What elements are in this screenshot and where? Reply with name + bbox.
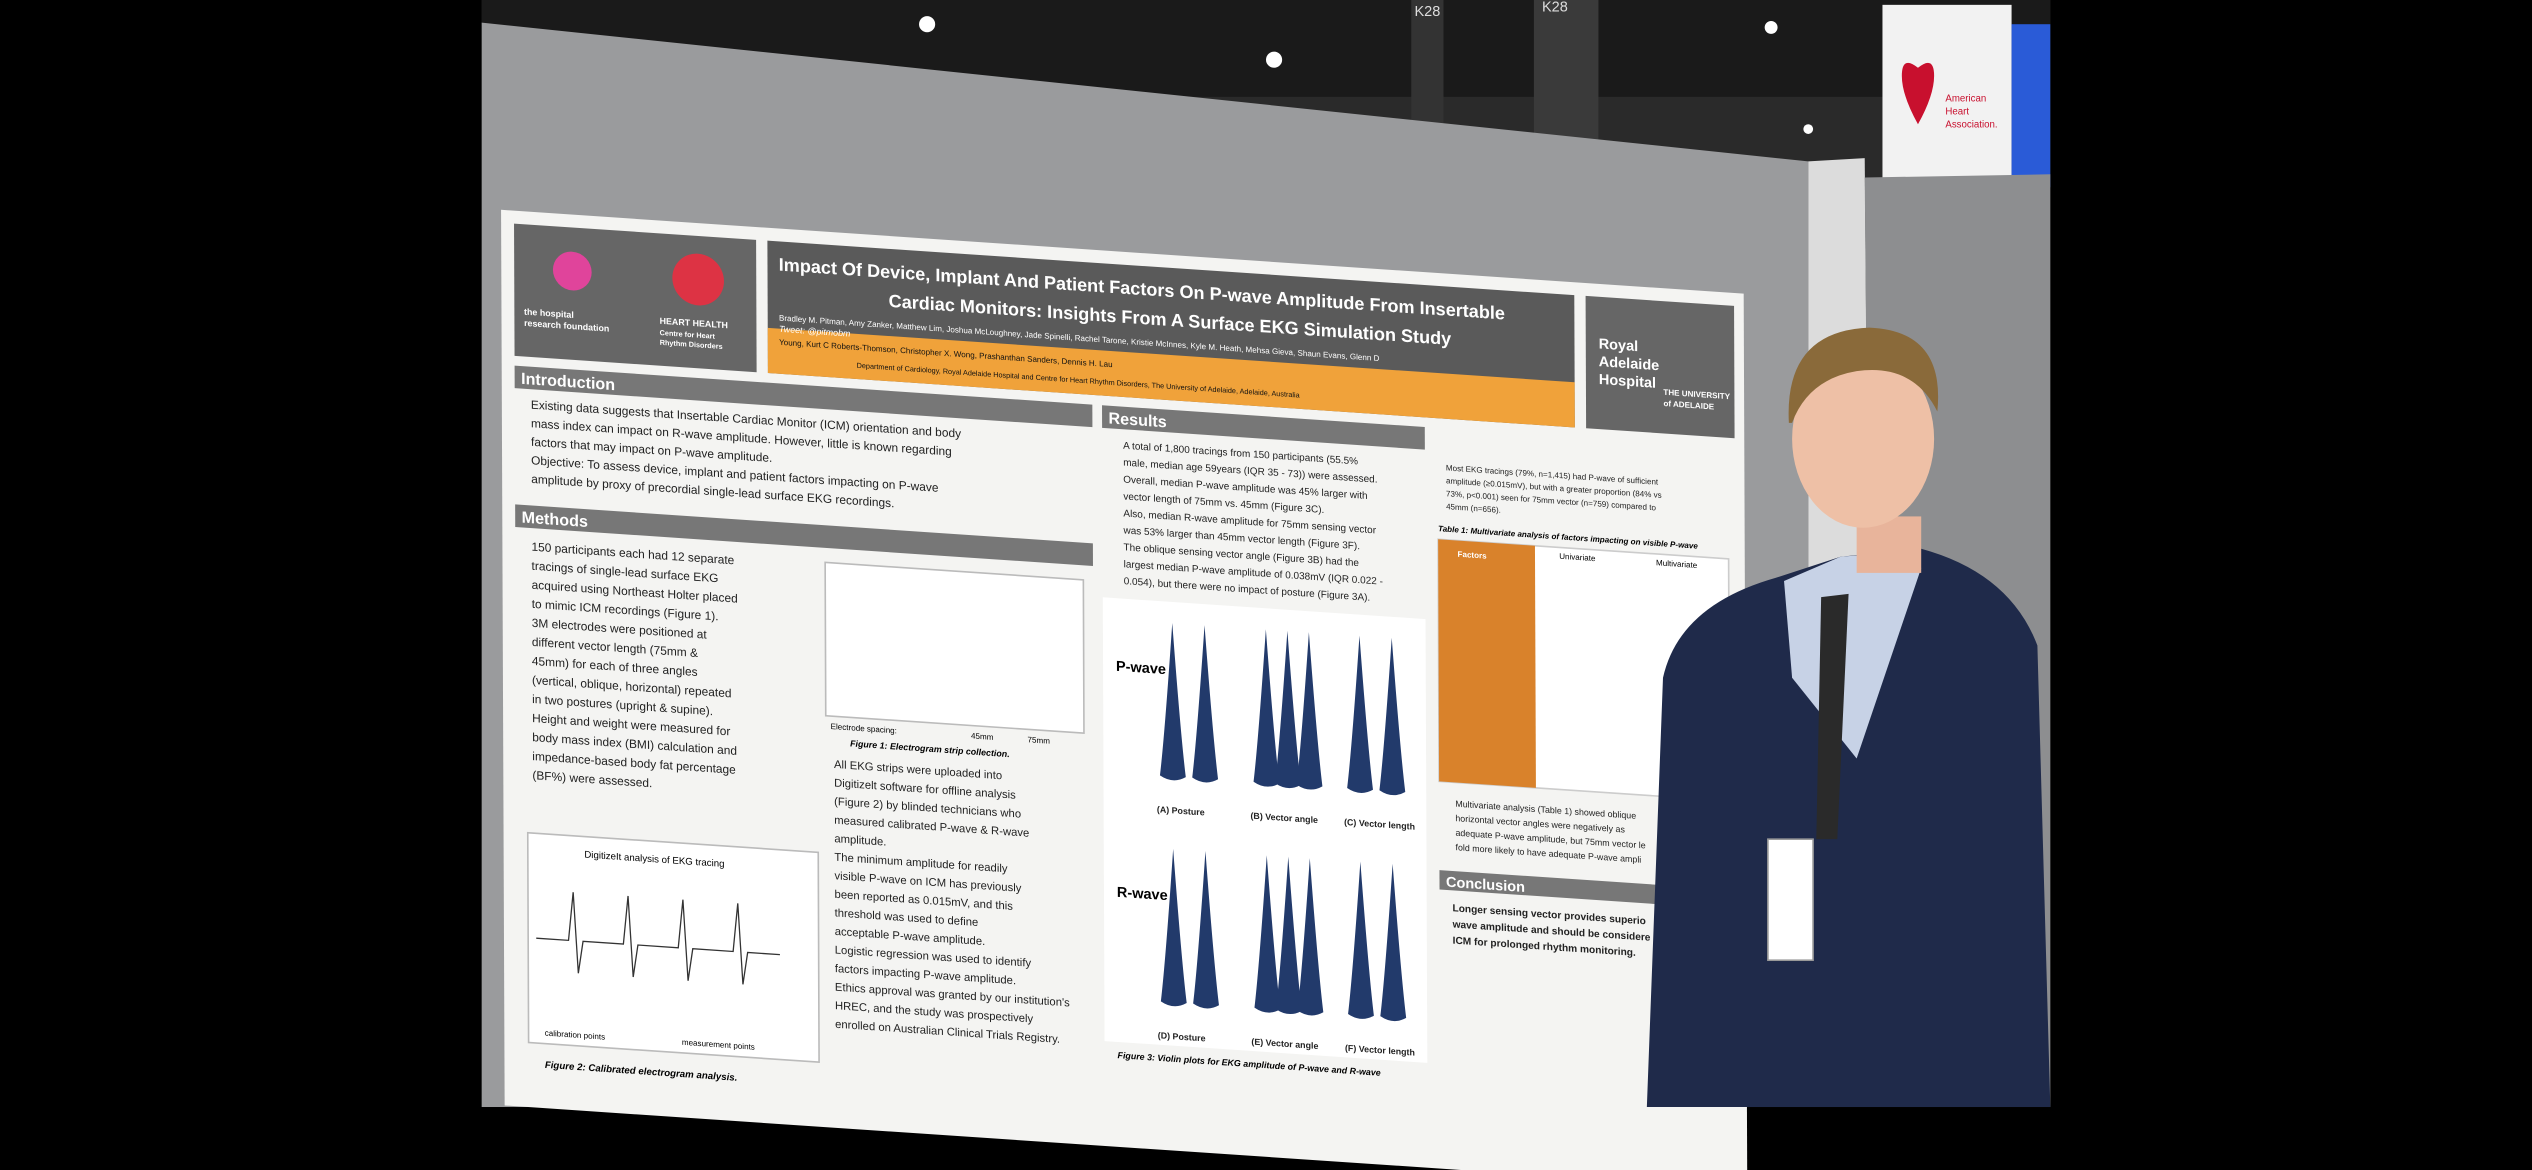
table-head: Multivariate: [1656, 558, 1698, 570]
section-heading: Methods: [522, 509, 588, 531]
section-bar: [1102, 405, 1425, 450]
logo: [672, 253, 724, 306]
logo-text: the hospital: [524, 307, 574, 320]
violin: [1347, 635, 1373, 793]
logo-text: of ADELAIDE: [1663, 399, 1714, 411]
figure-1: [824, 561, 1085, 735]
banner: [1882, 4, 2012, 188]
badge: [1767, 838, 1814, 962]
table-head: Factors: [1458, 550, 1488, 561]
logo-text: Rhythm Disorders: [660, 338, 723, 351]
hair: [1788, 327, 1939, 423]
violin: [1275, 630, 1301, 789]
violin: [1192, 625, 1219, 783]
logo: [552, 251, 592, 291]
banner-text: American: [1945, 94, 1986, 105]
tweet: Tweet: @pitmobm: [779, 324, 850, 339]
ekg-trace: [536, 892, 780, 985]
violin: [1254, 855, 1281, 1013]
panel-label: (F) Vector length: [1345, 1043, 1415, 1058]
light: [1803, 124, 1814, 134]
violins: (A) Posture (B) Vector angle (C) Vector le…: [1157, 622, 1415, 1058]
text-line: 45mm (n=656).: [1446, 502, 1501, 515]
light: [1764, 20, 1778, 34]
booth-sign: K28: [1414, 4, 1440, 20]
spacing: 75mm: [1028, 735, 1051, 746]
violin: [1348, 861, 1374, 1019]
panel-label: (C) Vector length: [1344, 817, 1415, 832]
author-band: [767, 327, 1575, 428]
tie: [1816, 593, 1849, 840]
section-heading: Results: [1108, 409, 1166, 431]
panel-label: (D) Posture: [1158, 1030, 1206, 1043]
section-heading: Conclusion: [1446, 875, 1525, 896]
violin: [1159, 622, 1186, 781]
shirt: [1784, 551, 1922, 759]
panel-label: (B) Vector angle: [1250, 811, 1318, 826]
violin: [1380, 863, 1407, 1022]
light: [1266, 51, 1283, 68]
poster: the hospital research foundation HEART H…: [501, 209, 1748, 1170]
section-bar: [514, 365, 1093, 428]
logo-text: THE UNIVERSITY: [1663, 388, 1730, 402]
logo-text: Centre for Heart: [660, 328, 716, 341]
axis-label: R-wave: [1117, 885, 1168, 904]
violin: [1253, 629, 1280, 787]
violin: [1193, 851, 1219, 1009]
banner-text: Heart: [1945, 107, 1969, 118]
violin: [1275, 856, 1302, 1014]
axis-label: P-wave: [1116, 659, 1166, 678]
panel-label: (E) Vector angle: [1251, 1037, 1318, 1052]
aha-heart: [1901, 62, 1935, 125]
person: [1646, 327, 2051, 1108]
legend: calibration points: [545, 1029, 605, 1042]
spacing: Electrode spacing:: [831, 722, 897, 735]
section-bar: [515, 504, 1093, 566]
suit: [1646, 548, 2051, 1108]
pillar: [1411, 0, 1444, 130]
violin: [1297, 858, 1324, 1016]
spacing: 45mm: [971, 731, 994, 742]
banner-text: Association.: [1945, 119, 1997, 130]
pillar: [1533, 0, 1599, 146]
logo-text: HEART HEALTH: [660, 316, 728, 331]
logo-text: Hospital: [1599, 372, 1656, 392]
table-head: Univariate: [1559, 552, 1596, 563]
logo-text: Adelaide: [1599, 354, 1660, 374]
logo-text: Royal: [1599, 336, 1639, 355]
face: [1792, 350, 1935, 528]
booth-sign: K28: [1542, 0, 1568, 15]
banner-edge: [2011, 24, 2051, 188]
logo-panel: [1585, 295, 1735, 439]
violin: [1379, 637, 1406, 796]
light: [919, 16, 936, 33]
violin: [1296, 632, 1323, 790]
text-line: amplitude.: [834, 833, 886, 849]
panel-label: (A) Posture: [1157, 804, 1205, 817]
figure-3: [1102, 597, 1428, 1063]
table-column: [1438, 539, 1536, 788]
violin: [1160, 848, 1187, 1007]
